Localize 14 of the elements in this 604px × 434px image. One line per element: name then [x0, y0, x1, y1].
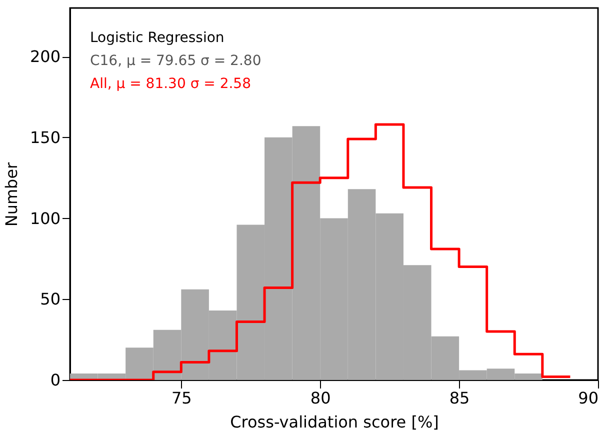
x-tick-label: 75: [171, 388, 192, 408]
y-axis-title: Number: [2, 162, 21, 227]
annotation: C16, μ = 79.65 σ = 2.80: [90, 53, 262, 69]
x-axis-title: Cross-validation score [%]: [230, 412, 439, 432]
y-tick-label: 150: [30, 128, 60, 147]
x-tick-label: 80: [310, 388, 331, 408]
annotation: All, μ = 81.30 σ = 2.58: [90, 76, 251, 92]
x-tick-label: 85: [449, 388, 470, 408]
y-tick-label: 200: [30, 47, 60, 66]
y-tick-label: 50: [40, 290, 60, 309]
x-tick-label: 90: [578, 388, 598, 408]
y-tick-label: 0: [50, 370, 60, 390]
annotation: Logistic Regression: [90, 30, 224, 46]
y-tick-label: 100: [30, 208, 60, 228]
